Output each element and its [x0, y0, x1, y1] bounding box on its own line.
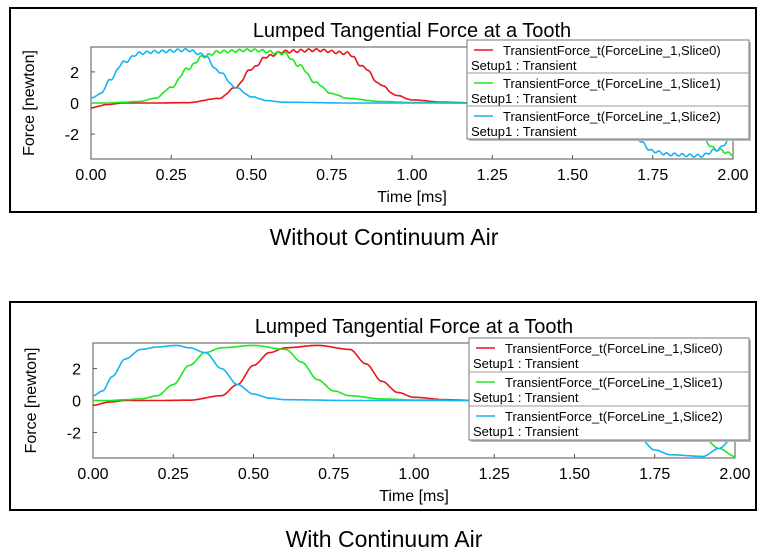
y-tick-label: 0	[70, 96, 79, 113]
chart-title: Lumped Tangential Force at a Tooth	[255, 316, 573, 338]
y-tick-label: 2	[72, 362, 81, 379]
caption-without-air: Without Continuum Air	[269, 224, 499, 250]
y-axis-label: Force [newton]	[21, 50, 38, 156]
x-tick-label: 1.50	[557, 167, 588, 184]
legend-entry-setup: Setup1 : Transient	[471, 58, 577, 73]
legend-entry-setup: Setup1 : Transient	[471, 91, 577, 106]
caption-with-air: With Continuum Air	[285, 526, 483, 552]
legend-entry-name: TransientForce_t(ForceLine_1,Slice1)	[503, 76, 721, 91]
x-tick-label: 1.75	[639, 466, 670, 483]
y-tick-label: 2	[70, 65, 79, 82]
x-axis-label: Time [ms]	[379, 488, 449, 505]
x-tick-label: 1.25	[479, 466, 510, 483]
x-tick-label: 1.25	[477, 167, 508, 184]
legend-entry-name: TransientForce_t(ForceLine_1,Slice2)	[505, 409, 723, 424]
y-tick-label: -2	[67, 425, 81, 442]
y-tick-label: 0	[72, 394, 81, 411]
x-tick-label: 0.00	[77, 466, 108, 483]
x-axis-label: Time [ms]	[377, 189, 447, 206]
legend-entry-name: TransientForce_t(ForceLine_1,Slice1)	[505, 375, 723, 390]
y-tick-label: -2	[65, 127, 79, 144]
x-tick-label: 1.75	[637, 167, 668, 184]
chart-without-air: Lumped Tangential Force at a Tooth 0.00 0.…	[21, 20, 751, 206]
x-tick-label: 1.00	[398, 466, 429, 483]
x-tick-label: 2.00	[717, 167, 748, 184]
x-tick-label: 0.25	[156, 167, 187, 184]
x-tick-label: 0.25	[158, 466, 189, 483]
legend-entry-setup: Setup1 : Transient	[471, 124, 577, 139]
legend-entry-name: TransientForce_t(ForceLine_1,Slice2)	[503, 109, 721, 124]
chart-panel-with-air: Lumped Tangential Force at a Tooth 0.00 0.…	[9, 301, 757, 511]
legend-entry-setup: Setup1 : Transient	[473, 424, 579, 439]
legend-entry-name: TransientForce_t(ForceLine_1,Slice0)	[503, 43, 721, 58]
chart-title: Lumped Tangential Force at a Tooth	[253, 20, 571, 42]
x-tick-label: 0.50	[238, 466, 269, 483]
legend-entry-name: TransientForce_t(ForceLine_1,Slice0)	[505, 341, 723, 356]
legend-entry-setup: Setup1 : Transient	[473, 356, 579, 371]
chart-panel-without-air: Lumped Tangential Force at a Tooth 0.00 0.…	[9, 7, 757, 213]
x-tick-label: 0.50	[236, 167, 267, 184]
y-axis-label: Force [newton]	[23, 348, 40, 454]
x-tick-label: 0.00	[75, 167, 106, 184]
legend-box	[468, 337, 750, 441]
x-tick-label: 1.50	[559, 466, 590, 483]
legend-box	[466, 39, 750, 140]
x-tick-label: 2.00	[719, 466, 750, 483]
legend-entry-setup: Setup1 : Transient	[473, 390, 579, 405]
x-tick-label: 1.00	[396, 167, 427, 184]
x-tick-label: 0.75	[316, 167, 347, 184]
x-tick-label: 0.75	[318, 466, 349, 483]
chart-with-air: Lumped Tangential Force at a Tooth 0.00 0.…	[23, 316, 751, 505]
